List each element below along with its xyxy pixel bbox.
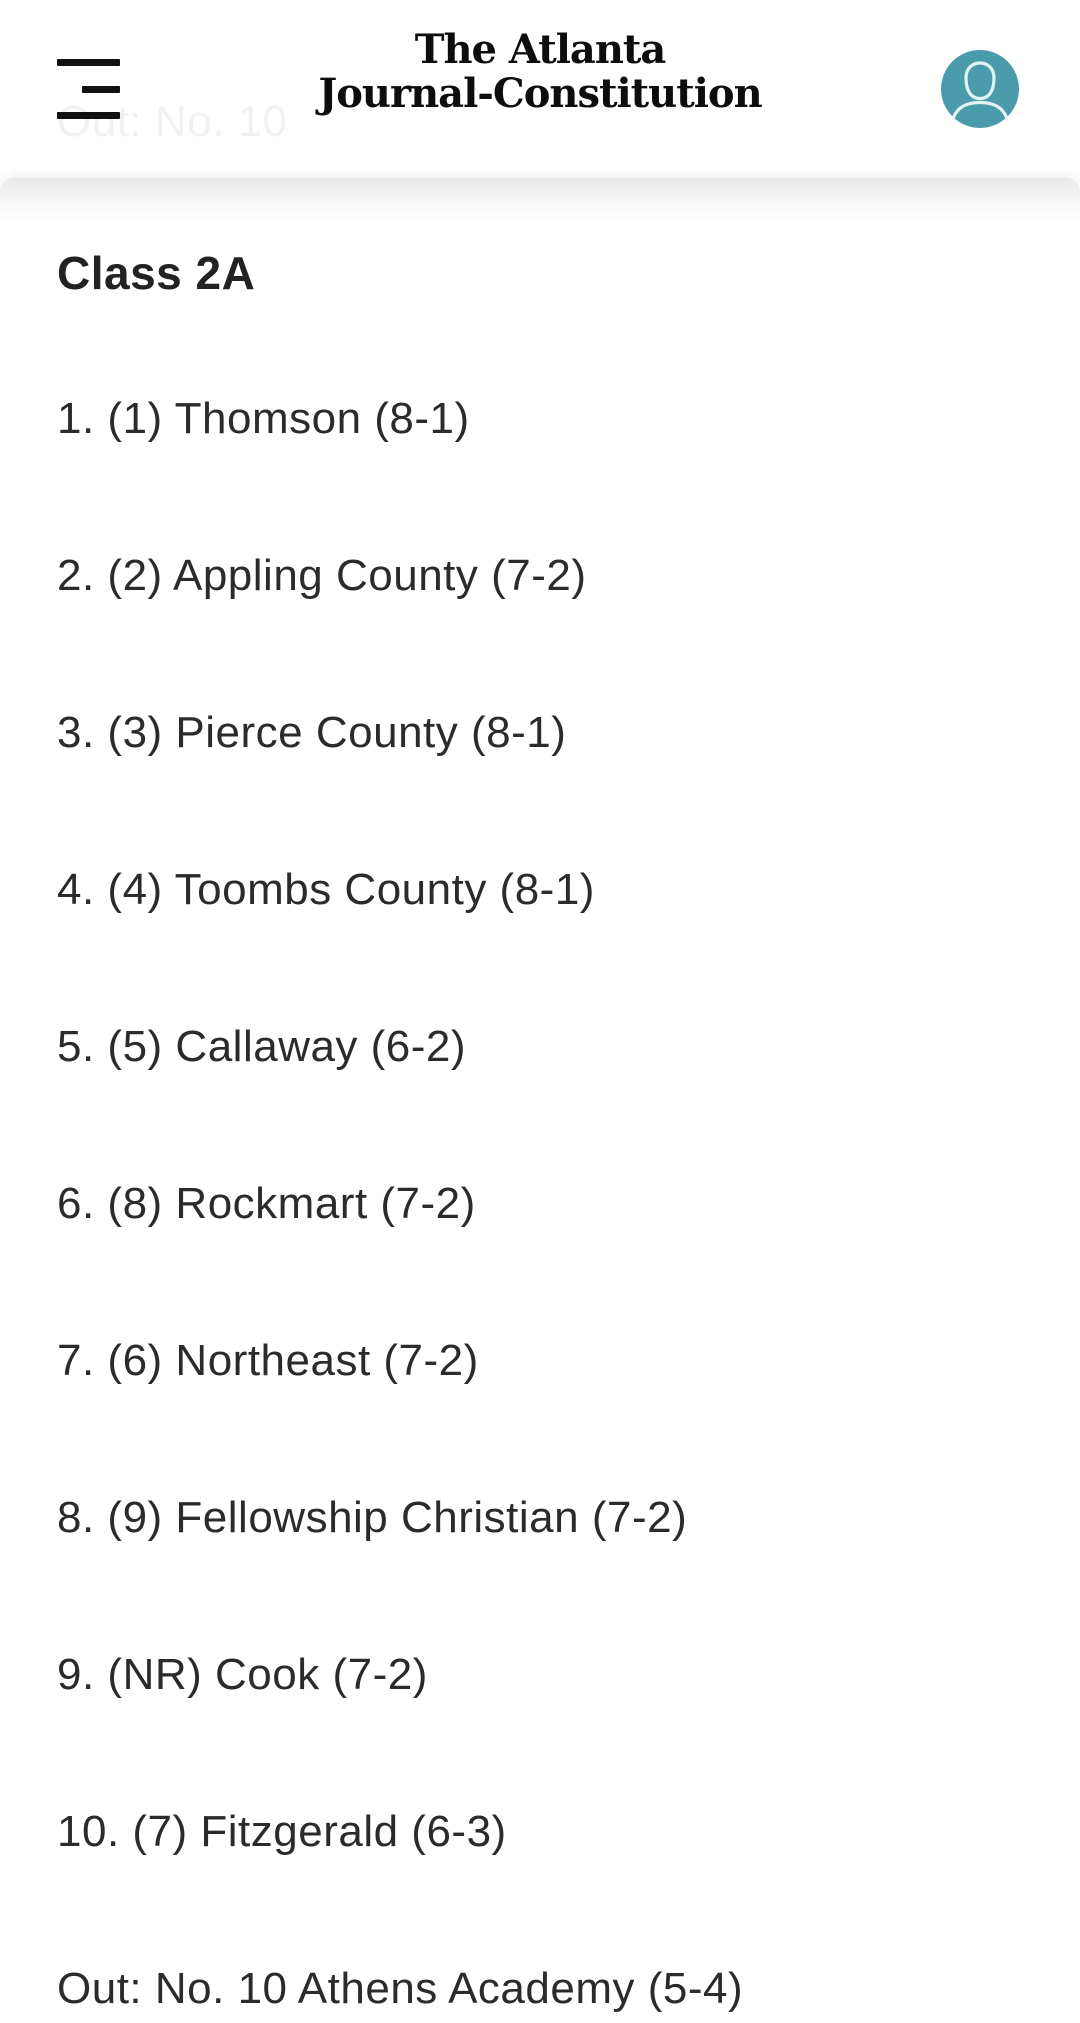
hamburger-menu-button[interactable] bbox=[57, 59, 120, 119]
logo-line-2: Journal-Constitution bbox=[318, 70, 762, 117]
ranking-item-9: 9. (NR) Cook (7-2) bbox=[57, 1650, 428, 1699]
ranking-item-3: 3. (3) Pierce County (8-1) bbox=[57, 708, 567, 757]
ranking-item-8: 8. (9) Fellowship Christian (7-2) bbox=[57, 1493, 688, 1542]
ranking-out-note: Out: No. 10 Athens Academy (5-4) bbox=[57, 1964, 744, 2013]
ranking-item-1: 1. (1) Thomson (8-1) bbox=[57, 394, 470, 443]
ranking-item-4: 4. (4) Toombs County (8-1) bbox=[57, 865, 595, 914]
class-title: Class 2A bbox=[57, 247, 256, 299]
hamburger-menu-icon bbox=[57, 112, 120, 119]
ranking-item-6: 6. (8) Rockmart (7-2) bbox=[57, 1179, 476, 1228]
ajc-masthead-logo[interactable]: The Atlanta Journal-Constitution bbox=[0, 28, 1080, 116]
hamburger-menu-icon bbox=[57, 59, 120, 66]
ranking-item-2: 2. (2) Appling County (7-2) bbox=[57, 551, 587, 600]
hamburger-menu-icon bbox=[82, 86, 120, 93]
ranking-item-10: 10. (7) Fitzgerald (6-3) bbox=[57, 1807, 507, 1856]
rankings-content-card: Class 2A 1. (1) Thomson (8-1) 2. (2) App… bbox=[0, 178, 1080, 2023]
ranking-item-5: 5. (5) Callaway (6-2) bbox=[57, 1022, 467, 1071]
app-header: Out: No. 10 The Atlanta Journal-Constitu… bbox=[0, 0, 1080, 148]
scrolled-content-ghost-text: Out: No. 10 bbox=[57, 97, 288, 146]
ranking-item-7: 7. (6) Northeast (7-2) bbox=[57, 1336, 479, 1385]
logo-line-1: The Atlanta bbox=[414, 26, 667, 73]
profile-avatar-button[interactable] bbox=[941, 50, 1019, 128]
profile-avatar-icon bbox=[941, 50, 1019, 128]
